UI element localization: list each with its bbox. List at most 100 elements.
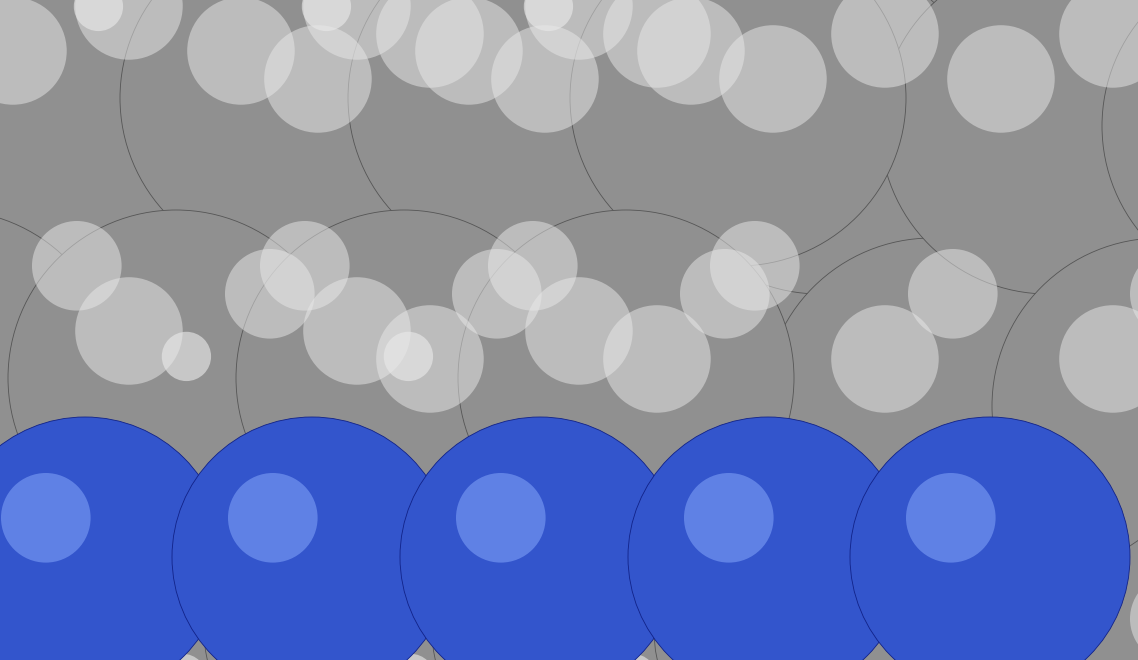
Circle shape bbox=[681, 249, 769, 339]
Circle shape bbox=[0, 301, 57, 455]
Circle shape bbox=[1059, 305, 1138, 412]
Circle shape bbox=[809, 4, 963, 158]
Circle shape bbox=[0, 623, 53, 660]
Circle shape bbox=[603, 305, 711, 412]
Circle shape bbox=[310, 0, 645, 249]
Circle shape bbox=[858, 357, 907, 406]
Circle shape bbox=[452, 249, 542, 339]
Circle shape bbox=[599, 326, 753, 480]
Circle shape bbox=[158, 329, 207, 378]
Circle shape bbox=[827, 651, 981, 660]
Circle shape bbox=[942, 10, 991, 59]
Circle shape bbox=[852, 193, 1132, 473]
Circle shape bbox=[577, 623, 731, 660]
Circle shape bbox=[488, 546, 578, 636]
Circle shape bbox=[355, 298, 509, 452]
Circle shape bbox=[1037, 329, 1138, 483]
Circle shape bbox=[32, 546, 122, 636]
Circle shape bbox=[908, 574, 998, 660]
Circle shape bbox=[577, 298, 731, 452]
Circle shape bbox=[131, 301, 284, 455]
Text: (가): (가) bbox=[18, 10, 49, 30]
Circle shape bbox=[457, 210, 794, 546]
Circle shape bbox=[1067, 35, 1118, 84]
Circle shape bbox=[570, 0, 906, 266]
Circle shape bbox=[228, 473, 318, 562]
Text: = 1.85 Å: = 1.85 Å bbox=[940, 616, 1026, 634]
Circle shape bbox=[880, 0, 1138, 294]
Circle shape bbox=[637, 0, 744, 105]
Circle shape bbox=[612, 35, 662, 84]
Circle shape bbox=[488, 221, 578, 311]
Circle shape bbox=[912, 0, 1065, 133]
Circle shape bbox=[714, 10, 764, 59]
Circle shape bbox=[310, 238, 645, 574]
Circle shape bbox=[1086, 357, 1135, 406]
Circle shape bbox=[127, 623, 281, 660]
Circle shape bbox=[992, 238, 1138, 574]
Text: d: d bbox=[64, 286, 77, 304]
Circle shape bbox=[608, 654, 657, 660]
Text: Δ: Δ bbox=[48, 286, 61, 304]
Circle shape bbox=[1130, 249, 1138, 339]
Circle shape bbox=[32, 221, 122, 311]
Circle shape bbox=[170, 518, 450, 660]
Circle shape bbox=[353, 301, 508, 455]
Circle shape bbox=[599, 651, 753, 660]
Circle shape bbox=[432, 165, 712, 445]
Text: = 0.0 Å: = 0.0 Å bbox=[75, 286, 155, 304]
Text: cis: cis bbox=[68, 10, 100, 30]
Circle shape bbox=[204, 490, 484, 660]
Circle shape bbox=[377, 305, 484, 412]
Text: = 1.5 Å: = 1.5 Å bbox=[724, 616, 798, 634]
Circle shape bbox=[456, 0, 610, 133]
Circle shape bbox=[840, 360, 889, 409]
Text: Δ: Δ bbox=[48, 616, 61, 634]
Circle shape bbox=[1059, 0, 1138, 88]
Circle shape bbox=[526, 0, 633, 59]
Circle shape bbox=[162, 7, 211, 56]
Circle shape bbox=[487, 10, 536, 59]
Circle shape bbox=[624, 193, 904, 473]
Circle shape bbox=[906, 473, 996, 562]
Circle shape bbox=[236, 210, 572, 546]
Circle shape bbox=[384, 332, 434, 381]
Circle shape bbox=[396, 193, 676, 473]
Circle shape bbox=[403, 357, 452, 406]
Circle shape bbox=[840, 35, 889, 84]
Circle shape bbox=[1, 473, 91, 562]
Circle shape bbox=[629, 357, 679, 406]
Circle shape bbox=[582, 4, 736, 158]
Circle shape bbox=[827, 326, 981, 480]
Circle shape bbox=[0, 298, 53, 452]
Circle shape bbox=[652, 0, 988, 294]
Circle shape bbox=[372, 651, 526, 660]
Circle shape bbox=[526, 277, 633, 385]
Circle shape bbox=[710, 546, 800, 636]
Circle shape bbox=[603, 0, 711, 88]
Circle shape bbox=[264, 25, 372, 133]
Circle shape bbox=[372, 326, 526, 480]
Circle shape bbox=[719, 25, 826, 133]
Circle shape bbox=[764, 0, 1100, 249]
Circle shape bbox=[850, 417, 1130, 660]
Circle shape bbox=[654, 490, 934, 660]
Circle shape bbox=[0, 0, 57, 130]
Circle shape bbox=[947, 25, 1055, 133]
Circle shape bbox=[119, 0, 456, 266]
Circle shape bbox=[536, 238, 872, 574]
Circle shape bbox=[0, 490, 256, 660]
Circle shape bbox=[831, 0, 939, 88]
Circle shape bbox=[355, 623, 509, 660]
Circle shape bbox=[432, 490, 712, 660]
Circle shape bbox=[187, 0, 295, 105]
Text: = 3.0 Å: = 3.0 Å bbox=[724, 286, 798, 304]
Circle shape bbox=[1055, 326, 1138, 480]
Text: -aziridine: -aziridine bbox=[104, 10, 214, 30]
Text: (C-O bond cleavage): (C-O bond cleavage) bbox=[940, 305, 1138, 323]
Circle shape bbox=[377, 0, 484, 88]
Circle shape bbox=[1055, 651, 1138, 660]
Circle shape bbox=[683, 0, 838, 133]
Text: d: d bbox=[64, 616, 77, 634]
Circle shape bbox=[271, 0, 424, 105]
